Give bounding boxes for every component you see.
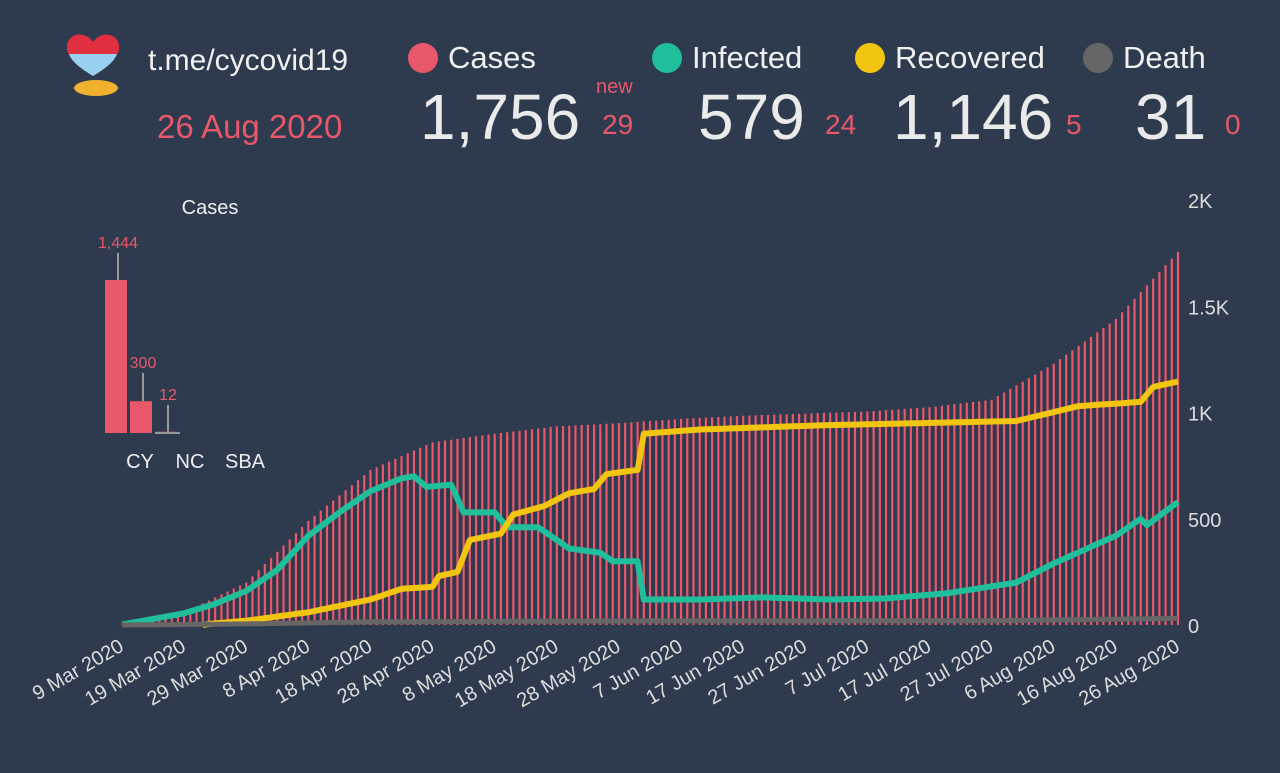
infected-line [121,473,1180,628]
legend-label: Infected [692,40,803,75]
y-tick-label: 2K [1188,191,1213,213]
recovered-line [202,378,1179,628]
inset-category-label: NC [176,451,205,473]
legend-death: Death [1083,40,1206,76]
stat-value-cases: 1,756 [420,81,581,153]
inset-value-label: 12 [159,387,177,404]
stat-delta-infected: 24 [825,109,857,140]
inset-title: Cases [182,197,239,219]
inset-value-label: 1,444 [98,235,138,252]
y-tick-label: 1.5K [1188,297,1230,319]
stat-delta-death: 0 [1225,109,1241,140]
logo [60,30,126,102]
inset-bar [105,280,127,433]
report-date: 26 Aug 2020 [157,108,343,145]
legend-cases: Cases [408,40,536,76]
legend-infected: Infected [652,40,802,76]
legend-dot-icon [408,43,438,73]
stat-value-death: 31 [1135,81,1207,153]
legend-label: Recovered [895,40,1045,75]
legend-recovered: Recovered [855,40,1045,76]
stat-value-recovered: 1,146 [893,81,1054,153]
legend-dot-icon [652,43,682,73]
inset-category-label: SBA [225,451,266,473]
new-label: new [596,76,633,98]
legend-dot-icon [855,43,885,73]
legend-dot-icon [1083,43,1113,73]
y-tick-label: 500 [1188,510,1221,532]
y-tick-label: 0 [1188,616,1199,638]
legend-label: Cases [448,40,536,75]
stat-delta-recovered: 5 [1066,109,1082,140]
y-tick-label: 1K [1188,404,1213,426]
legend-label: Death [1123,40,1206,75]
stat-delta-cases: 29 [602,109,634,140]
stat-value-infected: 579 [698,81,805,153]
inset-bar [130,401,152,433]
inset-bar-chart: Cases 1,444 CY 300 NC 12 SBA [98,197,266,473]
channel-link[interactable]: t.me/cycovid19 [148,44,349,77]
death-line [121,615,1179,628]
inset-category-label: CY [126,451,154,473]
inset-value-label: 300 [130,355,157,372]
